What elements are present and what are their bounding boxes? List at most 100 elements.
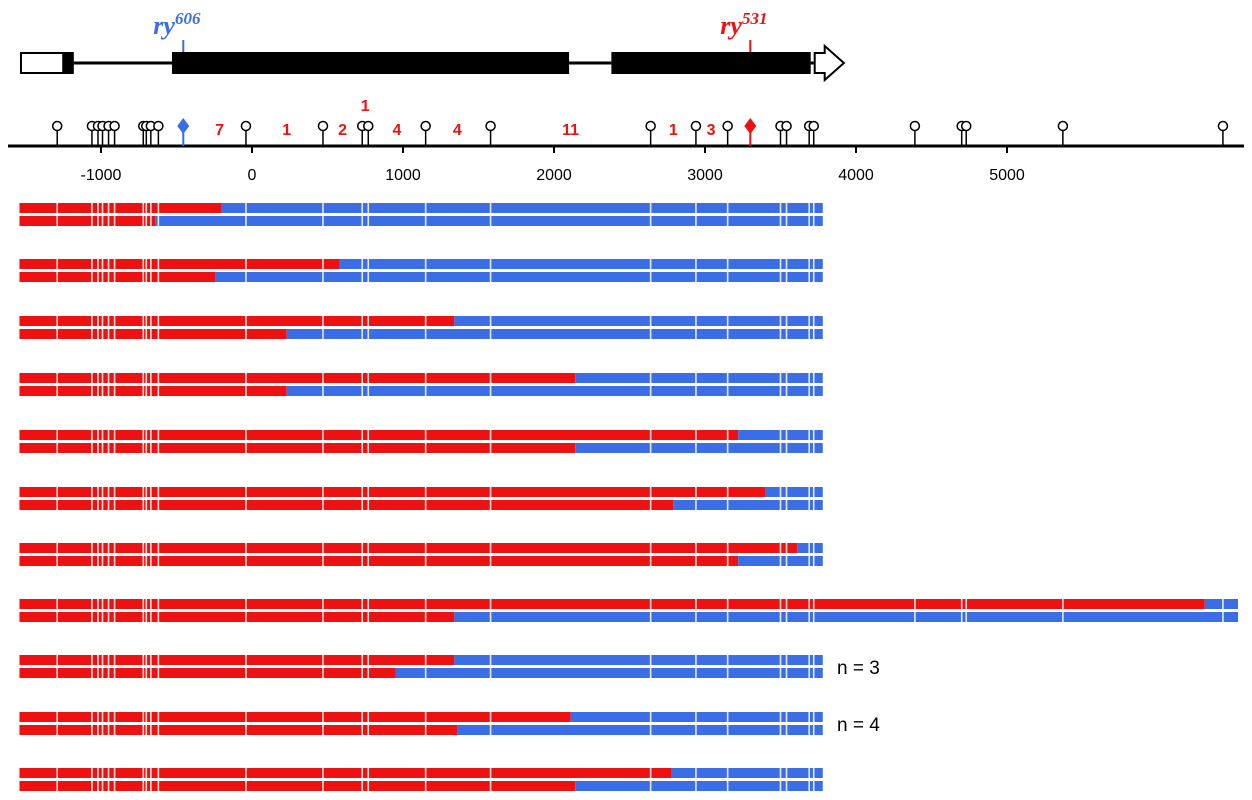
interval-count: 3	[707, 122, 716, 139]
interval-count: 1	[361, 98, 370, 115]
recombinant-pair	[19, 373, 823, 396]
blue-segment	[339, 259, 823, 269]
red-segment	[19, 725, 458, 735]
blue-segment	[454, 316, 823, 326]
red-segment	[19, 768, 672, 778]
marker-pin	[109, 120, 120, 132]
red-segment	[19, 612, 455, 622]
red-segment	[19, 655, 455, 665]
red-segment	[19, 543, 798, 553]
red-segment	[19, 487, 766, 497]
interval-count: 1	[669, 122, 678, 139]
red-segment	[19, 329, 287, 339]
red-segment	[19, 599, 1205, 609]
lesion-diamond	[177, 118, 190, 134]
marker-pin	[317, 120, 329, 132]
marker-pin	[722, 120, 733, 132]
snp-markers	[51, 118, 1229, 146]
allele-label: ry606	[153, 9, 201, 40]
allele-labels: ry606 ry531	[153, 9, 767, 52]
interval-count: 4	[453, 122, 462, 139]
coordinate-axis: -1000 0 1000 2000 3000 4000 5000	[8, 144, 1244, 184]
coding-exon	[171, 52, 570, 74]
axis-tick-label: 1000	[385, 167, 421, 184]
marker-pin	[781, 120, 792, 132]
coding-exon	[63, 52, 74, 74]
n-count-label: n = 4	[837, 715, 880, 736]
blue-segment	[673, 500, 823, 510]
n-count-label: n = 3	[837, 658, 880, 679]
axis-tick-label: 0	[248, 167, 257, 184]
recombinant-pair	[19, 430, 823, 453]
axis-tick-label: -1000	[81, 167, 122, 184]
marker-pin	[960, 120, 972, 132]
utr-arrow	[813, 43, 846, 83]
marker-pin	[909, 120, 921, 132]
interval-count: 11	[562, 122, 579, 139]
blue-segment	[286, 329, 823, 339]
gene-model	[19, 43, 846, 83]
recombinant-pair	[19, 768, 823, 791]
axis-tick-label: 4000	[838, 167, 874, 184]
marker-pin	[645, 120, 656, 132]
marker-pin	[690, 120, 702, 132]
red-segment	[19, 272, 216, 282]
blue-segment	[155, 216, 823, 226]
interval-count: 2	[338, 122, 347, 139]
recombinant-chromosomes: n = 3 n = 4	[19, 203, 1239, 791]
recombinant-pair	[19, 259, 823, 282]
utr-box	[19, 52, 65, 74]
blue-segment	[454, 655, 823, 665]
recombinant-pair	[19, 487, 823, 510]
blue-segment	[575, 373, 823, 383]
red-segment	[19, 781, 576, 791]
red-segment	[19, 203, 222, 213]
blue-segment	[215, 272, 823, 282]
recombinant-pair	[19, 316, 823, 339]
red-segment	[19, 430, 739, 440]
marker-pin	[363, 120, 374, 132]
blue-segment	[457, 725, 823, 735]
marker-pin	[808, 120, 819, 132]
blue-segment	[286, 386, 823, 396]
recombinant-pair	[19, 203, 823, 226]
marker-pin	[485, 120, 496, 132]
red-segment	[19, 316, 455, 326]
red-segment	[19, 556, 739, 566]
red-segment	[19, 373, 576, 383]
interval-counts: 7 1 214 4 11 1 3	[215, 98, 716, 139]
recombinant-pair	[19, 543, 823, 566]
interval-count: 7	[215, 122, 224, 139]
blue-segment	[454, 612, 1239, 622]
blue-segment	[671, 768, 823, 778]
allele-superscript: 531	[742, 9, 768, 28]
blue-segment	[395, 668, 823, 678]
blue-segment	[575, 443, 823, 453]
marker-pin	[1217, 120, 1229, 132]
red-segment	[19, 668, 396, 678]
recombinant-pair: n = 3	[19, 655, 880, 679]
marker-pin	[240, 120, 252, 132]
allele-base-text: ry	[720, 11, 742, 40]
blue-segment	[575, 781, 823, 791]
axis-tick-label: 3000	[687, 167, 723, 184]
red-segment	[19, 712, 571, 722]
blue-segment	[1204, 599, 1239, 609]
allele-base-text: ry	[153, 11, 175, 40]
marker-pin	[1057, 120, 1069, 132]
red-segment	[19, 216, 156, 226]
interval-count: 1	[282, 122, 291, 139]
marker-pin	[51, 120, 63, 132]
recombinant-pair	[19, 599, 1239, 622]
marker-pin	[153, 120, 164, 132]
red-segment	[19, 386, 287, 396]
allele-superscript: 606	[175, 9, 201, 28]
blue-segment	[221, 203, 823, 213]
interval-count: 4	[393, 122, 402, 139]
marker-pin	[420, 120, 431, 132]
lesion-diamond	[744, 118, 757, 134]
axis-tick-label: 2000	[536, 167, 572, 184]
coding-exon	[611, 52, 811, 74]
blue-segment	[765, 487, 823, 497]
